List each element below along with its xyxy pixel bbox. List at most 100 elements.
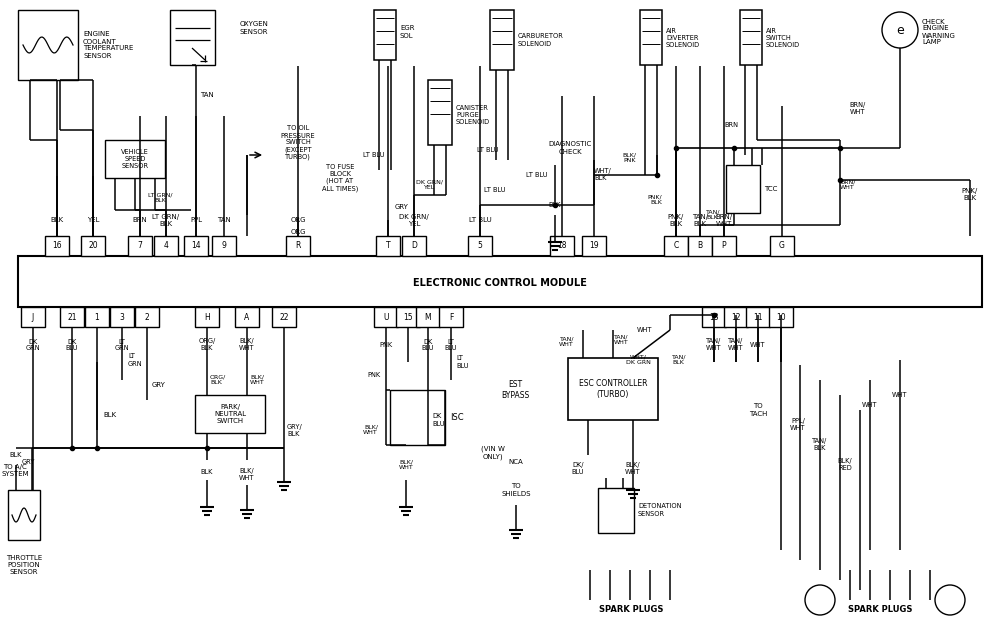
Text: GRY: GRY <box>152 382 166 388</box>
Text: TO FUSE
BLOCK
(HOT AT
ALL TIMES): TO FUSE BLOCK (HOT AT ALL TIMES) <box>322 164 358 192</box>
Bar <box>374 307 398 327</box>
Text: 16: 16 <box>52 241 62 251</box>
Text: DK GRN/
YEL: DK GRN/ YEL <box>416 180 444 190</box>
Bar <box>416 307 440 327</box>
Text: BLK/
WHT: BLK/ WHT <box>250 375 265 386</box>
Text: ENGINE
COOLANT
TEMPERATURE
SENSOR: ENGINE COOLANT TEMPERATURE SENSOR <box>83 32 133 59</box>
Text: PPL/
WHT: PPL/ WHT <box>790 418 806 432</box>
Text: LT BLU: LT BLU <box>363 152 385 158</box>
Bar <box>85 307 109 327</box>
Text: G: G <box>779 241 785 251</box>
Text: BLK: BLK <box>50 217 64 223</box>
Bar <box>8 490 40 540</box>
Text: TO
TACH: TO TACH <box>749 403 767 416</box>
Text: M: M <box>425 312 431 321</box>
Text: AIR
SWITCH
SOLENOID: AIR SWITCH SOLENOID <box>766 28 800 48</box>
Text: TO OIL
PRESSURE
SWITCH
(EXCEPT
TURBO): TO OIL PRESSURE SWITCH (EXCEPT TURBO) <box>281 125 315 161</box>
Bar <box>195 307 219 327</box>
Text: TO A/C
SYSTEM: TO A/C SYSTEM <box>1 464 29 476</box>
Text: TAN/
WHT: TAN/ WHT <box>559 336 574 347</box>
Text: YEL: YEL <box>87 217 99 223</box>
Text: OXYGEN
SENSOR: OXYGEN SENSOR <box>240 21 269 35</box>
Text: DIAGNOSTIC
CHECK: DIAGNOSTIC CHECK <box>548 142 592 154</box>
Text: DK
GRN: DK GRN <box>26 338 40 352</box>
Bar <box>195 395 265 433</box>
Text: BLK: BLK <box>103 412 116 418</box>
Text: WHT: WHT <box>862 402 878 408</box>
Bar <box>702 307 726 327</box>
Text: GRY: GRY <box>395 204 409 210</box>
Bar <box>724 307 748 327</box>
Text: DETONATION
SENSOR: DETONATION SENSOR <box>638 503 682 517</box>
Text: BLK/
RED: BLK/ RED <box>838 459 852 471</box>
Bar <box>769 307 793 327</box>
Text: 4: 4 <box>164 241 168 251</box>
Text: BRN/
WHT: BRN/ WHT <box>840 180 855 190</box>
Text: WHT: WHT <box>892 392 908 398</box>
Bar <box>390 390 445 445</box>
Text: 20: 20 <box>88 241 98 251</box>
Bar <box>135 307 159 327</box>
Bar <box>598 488 634 533</box>
Bar <box>154 236 178 256</box>
Bar <box>568 358 658 420</box>
Text: NCA: NCA <box>509 459 523 465</box>
Bar <box>21 307 45 327</box>
Text: WHT: WHT <box>637 327 653 333</box>
Text: 13: 13 <box>709 312 719 321</box>
Text: DK
BLU: DK BLU <box>422 338 434 352</box>
Bar <box>428 80 452 145</box>
Bar <box>468 236 492 256</box>
Text: ELECTRONIC CONTROL MODULE: ELECTRONIC CONTROL MODULE <box>413 278 587 288</box>
Bar <box>374 10 396 60</box>
Bar <box>170 10 215 65</box>
Text: DK
BLU: DK BLU <box>432 413 445 427</box>
Bar <box>550 236 574 256</box>
Bar <box>60 307 84 327</box>
Text: EST
BYPASS: EST BYPASS <box>501 381 529 399</box>
Text: F: F <box>449 312 453 321</box>
Bar <box>184 236 208 256</box>
Text: T: T <box>386 241 390 251</box>
Text: BRN: BRN <box>133 217 147 223</box>
Text: 7: 7 <box>138 241 142 251</box>
Bar <box>110 307 134 327</box>
Text: LT
BLU: LT BLU <box>445 338 457 352</box>
Text: ORG/
BLK: ORG/ BLK <box>210 375 226 386</box>
Bar <box>18 256 982 307</box>
Text: BRN: BRN <box>724 122 738 128</box>
Bar <box>439 307 463 327</box>
Text: D: D <box>411 241 417 251</box>
Text: BLK/
WHT: BLK/ WHT <box>239 469 255 481</box>
Text: BLK: BLK <box>10 452 22 458</box>
Text: BLK: BLK <box>201 469 213 475</box>
Text: VEHICLE
SPEED
SENSOR: VEHICLE SPEED SENSOR <box>121 149 149 169</box>
Bar <box>740 10 762 65</box>
Text: TAN/
BLK: TAN/ BLK <box>812 438 828 452</box>
Text: BLK/
WHT: BLK/ WHT <box>239 338 255 352</box>
Text: SPARK PLUGS: SPARK PLUGS <box>848 605 912 614</box>
Text: 3: 3 <box>120 312 124 321</box>
Text: 18: 18 <box>557 241 567 251</box>
Bar <box>582 236 606 256</box>
Text: PNK/
BLK: PNK/ BLK <box>647 195 662 205</box>
Text: TAN/
WHT: TAN/ WHT <box>706 338 722 352</box>
Text: 19: 19 <box>589 241 599 251</box>
Text: 5: 5 <box>478 241 482 251</box>
Text: R: R <box>295 241 301 251</box>
Text: LT BLU: LT BLU <box>477 147 499 153</box>
Bar <box>45 236 69 256</box>
Bar <box>128 236 152 256</box>
Text: B: B <box>697 241 703 251</box>
Text: TAN: TAN <box>217 217 231 223</box>
Text: TAN/
WHT: TAN/ WHT <box>614 335 629 345</box>
Text: 9: 9 <box>222 241 226 251</box>
Text: CANISTER
PURGE
SOLENOID: CANISTER PURGE SOLENOID <box>456 105 490 125</box>
Text: 2: 2 <box>145 312 149 321</box>
Text: BLK/
WHT: BLK/ WHT <box>399 460 413 471</box>
Text: THROTTLE
POSITION
SENSOR: THROTTLE POSITION SENSOR <box>6 555 42 575</box>
Text: BRN/
WHT: BRN/ WHT <box>715 214 733 227</box>
Text: ORG: ORG <box>290 229 306 235</box>
Bar <box>726 165 760 213</box>
Bar <box>272 307 296 327</box>
